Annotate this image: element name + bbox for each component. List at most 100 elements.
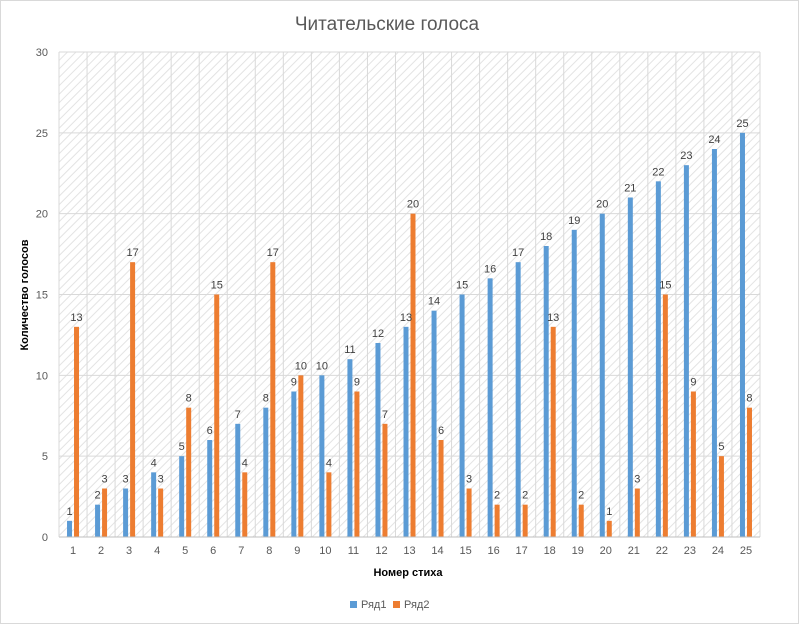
- data-label: 3: [123, 474, 129, 486]
- bar-series-2: [242, 472, 248, 537]
- x-tick-label: 13: [403, 545, 415, 557]
- bars: [67, 132, 752, 538]
- data-label: 15: [211, 280, 223, 292]
- x-tick-label: 11: [348, 545, 359, 557]
- data-label: 5: [179, 441, 185, 453]
- bar-series-1: [179, 456, 185, 537]
- data-label: 15: [456, 280, 468, 292]
- x-tick-label: 21: [628, 545, 640, 557]
- data-label: 9: [291, 377, 297, 389]
- bar-series-1: [207, 440, 213, 537]
- bar-series-2: [326, 472, 332, 537]
- data-label: 17: [512, 247, 524, 259]
- bar-series-2: [438, 440, 444, 537]
- y-tick-label: 15: [36, 290, 48, 302]
- data-label: 10: [295, 360, 307, 372]
- data-label: 14: [428, 296, 440, 308]
- data-label: 20: [407, 199, 419, 211]
- bar-series-1: [375, 343, 381, 537]
- bar-series-1: [571, 229, 577, 538]
- data-label: 2: [522, 490, 528, 502]
- data-label: 3: [101, 474, 107, 486]
- data-label: 10: [316, 360, 328, 372]
- data-label: 8: [186, 393, 192, 405]
- bar-series-1: [711, 149, 717, 537]
- data-label: 17: [267, 247, 279, 259]
- y-tick-label: 20: [36, 209, 48, 221]
- bar-series-1: [655, 181, 661, 538]
- data-label: 24: [708, 134, 720, 146]
- data-label: 4: [242, 457, 248, 469]
- data-label: 18: [540, 231, 552, 243]
- x-tick-label: 18: [544, 545, 556, 557]
- bar-series-1: [95, 504, 101, 537]
- bar-series-2: [522, 504, 528, 537]
- legend-label: Ряд2: [404, 599, 429, 611]
- x-tick-label: 22: [656, 545, 668, 557]
- data-label: 7: [382, 409, 388, 421]
- x-tick-label: 7: [238, 545, 244, 557]
- y-tick-label: 25: [36, 128, 48, 140]
- bar-series-1: [459, 294, 465, 537]
- gridlines: [58, 51, 761, 538]
- data-label: 11: [344, 344, 355, 356]
- bar-series-2: [578, 504, 584, 537]
- bar-series-2: [130, 262, 136, 537]
- x-tick-label: 15: [459, 545, 471, 557]
- data-label: 25: [736, 118, 748, 130]
- y-tick-label: 30: [36, 47, 48, 59]
- x-tick-label: 19: [572, 545, 584, 557]
- legend: Ряд1 Ряд2: [350, 599, 429, 611]
- bar-series-1: [599, 213, 605, 537]
- data-label: 3: [158, 474, 164, 486]
- x-tick-label: 23: [684, 545, 696, 557]
- x-tick-label: 4: [154, 545, 160, 557]
- x-axis-title: Номер стиха: [373, 567, 443, 579]
- x-tick-label: 3: [126, 545, 132, 557]
- y-tick-label: 5: [42, 451, 48, 463]
- data-label: 2: [578, 490, 584, 502]
- data-label: 6: [438, 425, 444, 437]
- x-tick-label: 9: [294, 545, 300, 557]
- bar-series-1: [123, 488, 129, 537]
- y-tick-label: 0: [42, 532, 48, 544]
- bar-series-2: [718, 456, 724, 537]
- data-label: 13: [400, 312, 412, 324]
- data-label: 17: [126, 247, 138, 259]
- bar-series-2: [270, 262, 276, 537]
- bar-series-2: [466, 488, 472, 537]
- bar-series-2: [186, 407, 192, 537]
- data-label: 7: [235, 409, 241, 421]
- data-label: 19: [568, 215, 580, 227]
- bar-series-2: [74, 326, 80, 537]
- x-tick-label: 1: [70, 545, 76, 557]
- bar-series-2: [550, 326, 556, 537]
- bar-series-2: [102, 488, 108, 537]
- bar-series-2: [382, 423, 388, 537]
- x-tick-label: 20: [600, 545, 612, 557]
- data-label: 22: [652, 166, 664, 178]
- data-label: 1: [66, 506, 72, 518]
- bar-series-2: [746, 407, 752, 537]
- data-label: 12: [372, 328, 384, 340]
- data-labels: 1234567891011121314151617181920212223242…: [66, 118, 752, 518]
- bar-series-1: [403, 326, 409, 537]
- legend-swatch: [393, 601, 400, 608]
- x-tick-label: 16: [487, 545, 499, 557]
- data-label: 4: [326, 457, 332, 469]
- bar-series-2: [354, 391, 360, 537]
- x-tick-label: 5: [182, 545, 188, 557]
- x-tick-label: 14: [431, 545, 443, 557]
- data-label: 20: [596, 199, 608, 211]
- bar-series-2: [662, 294, 668, 537]
- data-label: 9: [690, 377, 696, 389]
- data-label: 6: [207, 425, 213, 437]
- bar-series-1: [487, 278, 493, 537]
- data-label: 2: [494, 490, 500, 502]
- data-label: 3: [466, 474, 472, 486]
- data-label: 13: [547, 312, 559, 324]
- bar-series-1: [263, 407, 269, 537]
- bar-series-1: [543, 246, 549, 537]
- x-axis-ticks: 1 2 3 4 5 6 7 8 9 10 11 12 13 14 15 16 17 18 19 20 21 22 23 24 2…: [70, 545, 752, 557]
